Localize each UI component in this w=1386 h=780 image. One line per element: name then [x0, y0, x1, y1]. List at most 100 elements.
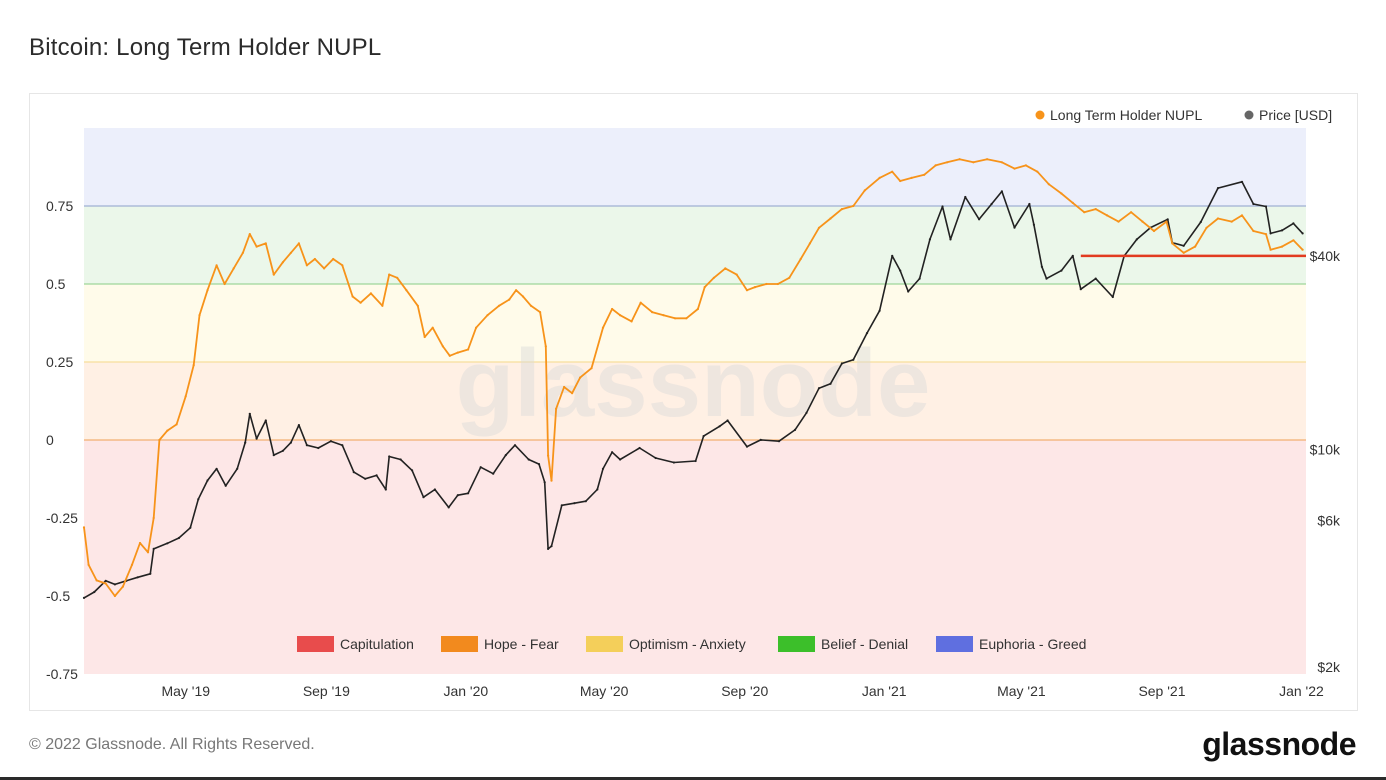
data-point — [611, 451, 614, 454]
data-point — [431, 326, 434, 329]
data-point — [467, 348, 470, 351]
data-point — [479, 466, 482, 469]
data-point — [341, 264, 344, 267]
data-point — [1269, 232, 1272, 235]
x-tick-label: Jan '20 — [443, 683, 488, 699]
data-point — [805, 411, 808, 414]
y-right-tick-label: $2k — [1317, 659, 1341, 675]
y-tick-label: 0 — [46, 432, 54, 448]
data-point — [1000, 161, 1004, 164]
legend-item[interactable]: Long Term Holder NUPL — [1035, 107, 1203, 123]
data-point — [232, 267, 235, 270]
data-point — [712, 276, 716, 279]
data-point — [544, 345, 547, 348]
data-point — [158, 438, 161, 442]
data-point — [1292, 222, 1295, 225]
data-point — [175, 423, 178, 426]
data-point — [1182, 244, 1185, 247]
data-point — [486, 314, 489, 317]
data-point — [865, 332, 869, 335]
zone-band — [84, 128, 1306, 206]
data-point — [958, 158, 961, 161]
legend-dot-icon — [1035, 110, 1045, 120]
data-point — [388, 273, 391, 276]
data-point — [317, 446, 320, 450]
data-point — [547, 454, 550, 457]
data-point — [685, 317, 688, 320]
x-tick-label: Sep '20 — [721, 683, 768, 699]
zone-legend-item[interactable]: Capitulation — [297, 636, 414, 652]
data-point — [735, 273, 738, 276]
data-point — [1240, 214, 1244, 217]
data-point — [1264, 233, 1268, 236]
data-point — [513, 444, 517, 447]
data-point — [93, 590, 96, 594]
data-point — [759, 438, 762, 441]
chart-card: glassnode 0.75 0.5 0.25 0 -0.25 -0.5 -0.75 $40… — [29, 93, 1358, 711]
data-point — [1028, 202, 1031, 206]
data-point — [638, 446, 641, 450]
nupl-chart[interactable]: glassnode 0.75 0.5 0.25 0 -0.25 -0.5 -0.75 $40… — [30, 94, 1357, 710]
data-point — [166, 429, 169, 432]
data-point — [1094, 208, 1097, 211]
legend-item[interactable]: Price [USD] — [1244, 107, 1333, 123]
data-point — [248, 412, 251, 415]
data-point — [297, 424, 300, 427]
data-point — [82, 596, 86, 599]
data-point — [206, 479, 209, 482]
data-point — [224, 484, 227, 487]
zone-legend-label: Capitulation — [340, 636, 414, 652]
zone-legend-label: Optimism - Anxiety — [629, 636, 746, 652]
data-point — [1000, 190, 1004, 193]
data-point — [241, 251, 244, 254]
data-point — [198, 314, 201, 317]
data-point — [1301, 248, 1304, 251]
data-point — [550, 479, 553, 482]
y-axis-right: $40k $10k $6k $2k — [1310, 248, 1341, 675]
data-point — [946, 161, 949, 164]
y-tick-label: -0.75 — [46, 666, 78, 682]
data-point — [1094, 277, 1097, 280]
data-point — [1111, 295, 1114, 299]
data-point — [840, 208, 844, 211]
data-point — [192, 364, 195, 367]
data-point — [852, 358, 855, 361]
data-point — [1301, 232, 1304, 235]
data-point — [1216, 217, 1220, 220]
zone-legend-item[interactable]: Optimism - Anxiety — [586, 636, 746, 652]
zone-legend-item[interactable]: Hope - Fear — [441, 636, 559, 652]
zone-swatch-icon — [441, 636, 478, 652]
data-point — [829, 382, 832, 385]
data-point — [537, 463, 541, 466]
data-point — [863, 189, 866, 192]
data-point — [422, 496, 425, 499]
data-point — [447, 506, 450, 509]
data-point — [1252, 202, 1255, 206]
zone-legend-label: Euphoria - Greed — [979, 636, 1086, 652]
data-point — [1152, 229, 1156, 233]
data-point — [215, 467, 218, 470]
data-point — [696, 307, 700, 311]
data-point — [527, 458, 530, 461]
bottom-divider — [0, 777, 1386, 780]
data-point — [197, 498, 200, 501]
data-point — [369, 292, 372, 295]
data-point — [672, 461, 676, 464]
zone-legend-item[interactable]: Euphoria - Greed — [936, 636, 1086, 652]
zone-legend-item[interactable]: Belief - Denial — [778, 636, 908, 652]
data-point — [323, 267, 326, 270]
data-point — [765, 282, 768, 286]
data-point — [1269, 248, 1272, 251]
chart-title: Bitcoin: Long Term Holder NUPL — [29, 34, 382, 61]
data-point — [1292, 239, 1295, 242]
data-point — [1141, 220, 1144, 223]
data-point — [508, 298, 511, 301]
data-point — [918, 277, 921, 280]
data-point — [619, 314, 622, 317]
data-point — [281, 449, 284, 452]
data-point — [1216, 187, 1220, 190]
data-point — [941, 205, 944, 208]
y-tick-label: -0.5 — [46, 588, 70, 604]
data-point — [359, 301, 362, 304]
data-point — [130, 563, 134, 566]
